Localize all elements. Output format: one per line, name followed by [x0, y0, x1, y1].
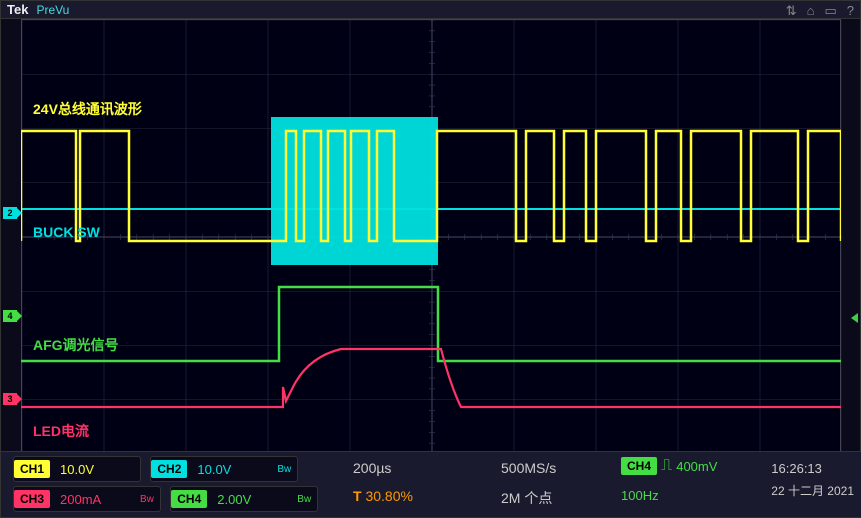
ch2-readout[interactable]: CH2 10.0V Bw — [150, 456, 298, 482]
bw-icon: Bw — [277, 464, 291, 475]
graticule[interactable] — [21, 19, 841, 453]
oscilloscope-frame: Tek PreVu ⇅ ⌂ ▭ ? T T 24V总线通讯波形 BUCK SW … — [0, 0, 861, 518]
info-bar: CH1 10.0V CH2 10.0V Bw CH3 200mA Bw CH4 … — [1, 451, 861, 517]
ch2-zero-marker[interactable]: 2 .ch-marker[data-name="ch2-zero-marker"… — [3, 207, 17, 219]
ch4-zero-marker[interactable]: 4 .ch-marker[data-name="ch4-zero-marker"… — [3, 310, 17, 322]
timebase-readout[interactable]: 200µs — [353, 460, 391, 476]
rising-edge-icon: ⎍ — [661, 457, 672, 475]
help-icon[interactable]: ? — [847, 3, 854, 19]
save-icon[interactable]: ▭ — [824, 3, 836, 19]
bw-icon: Bw — [297, 494, 311, 505]
brand-logo: Tek — [7, 2, 28, 17]
time-readout: 16:26:13 — [771, 458, 854, 480]
trigger-t-icon: T — [353, 488, 362, 504]
acquisition-mode: PreVu — [36, 3, 69, 17]
grid-svg — [22, 20, 842, 454]
top-icon-row: ⇅ ⌂ ▭ ? — [786, 3, 854, 19]
bw-icon: Bw — [140, 494, 154, 505]
ch3-readout[interactable]: CH3 200mA Bw — [13, 486, 161, 512]
ch4-readout[interactable]: CH4 2.00V Bw — [170, 486, 318, 512]
date-readout: 22 十二月 2021 — [771, 480, 854, 502]
top-bar: Tek PreVu ⇅ ⌂ ▭ ? — [1, 1, 860, 19]
ch3-zero-marker[interactable]: 3 .ch-marker[data-name="ch3-zero-marker"… — [3, 393, 17, 405]
network-icon[interactable]: ⌂ — [807, 3, 815, 19]
usb-icon[interactable]: ⇅ — [786, 3, 797, 19]
trigger-level-marker[interactable] — [851, 313, 858, 323]
ch1-readout[interactable]: CH1 10.0V — [13, 456, 141, 482]
trigger-position-readout[interactable]: T 30.80% — [353, 488, 413, 504]
trigger-source-readout[interactable]: CH4 ⎍ 400mV — [621, 457, 717, 475]
sample-rate-readout[interactable]: 500MS/s — [501, 460, 556, 476]
trigger-freq-readout[interactable]: 100Hz — [621, 488, 659, 503]
record-length-readout[interactable]: 2M 个点 — [501, 488, 552, 508]
datetime-readout[interactable]: 16:26:13 22 十二月 2021 — [771, 458, 854, 502]
